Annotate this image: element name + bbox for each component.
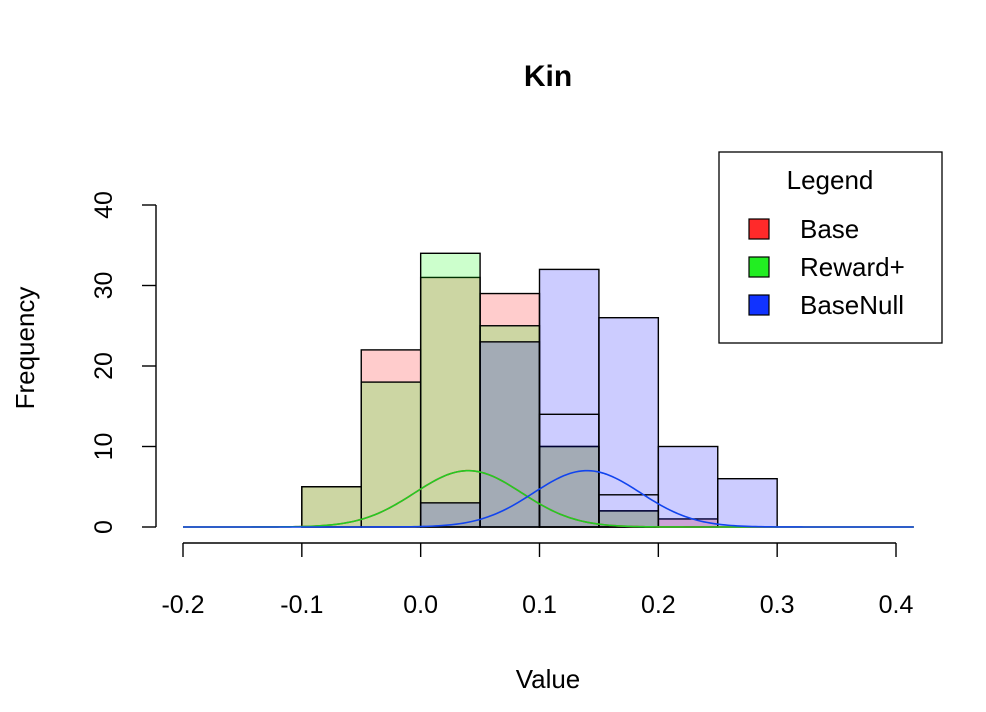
y-axis-label: Frequency bbox=[10, 287, 40, 410]
legend-label-basenull: BaseNull bbox=[800, 290, 904, 320]
y-tick-label: 10 bbox=[90, 433, 118, 461]
x-axis-label: Value bbox=[516, 664, 581, 694]
y-tick-label: 20 bbox=[90, 352, 118, 380]
plot-area bbox=[183, 252, 914, 528]
bar-reward-1 bbox=[360, 381, 422, 528]
bar-reward-2 bbox=[419, 252, 481, 528]
legend-title: Legend bbox=[787, 165, 874, 195]
curve-basenull bbox=[183, 469, 914, 528]
y-tick-label: 0 bbox=[90, 520, 118, 534]
legend-label-reward: Reward+ bbox=[800, 252, 905, 282]
legend: Legend Base Reward+ BaseNull bbox=[718, 151, 943, 344]
x-tick-label: -0.2 bbox=[161, 591, 204, 619]
legend-label-base: Base bbox=[800, 214, 859, 244]
bar-basenull-0 bbox=[419, 502, 481, 528]
x-tick-label: 0.2 bbox=[641, 591, 676, 619]
bar-base-3 bbox=[479, 292, 541, 528]
bar-basenull-2 bbox=[538, 268, 600, 528]
bar-base-2 bbox=[419, 276, 481, 528]
x-tick-label: -0.1 bbox=[280, 591, 323, 619]
x-tick-label: 0.3 bbox=[760, 591, 795, 619]
legend-swatch-basenull bbox=[748, 294, 770, 316]
bar-reward-3 bbox=[479, 325, 541, 528]
bar-base-1 bbox=[360, 349, 422, 528]
y-tick-label: 30 bbox=[90, 272, 118, 300]
bar-outline-0 bbox=[538, 413, 600, 528]
bar-basenull-5 bbox=[717, 478, 778, 528]
axes: -0.2 -0.1 0.0 0.1 0.2 0.3 0.4 0 10 20 30 40 bbox=[90, 191, 913, 619]
bar-basenull-4 bbox=[657, 445, 719, 528]
chart-title: Kin bbox=[524, 60, 572, 93]
x-tick-label: 0.0 bbox=[403, 591, 438, 619]
x-tick-label: 0.1 bbox=[522, 591, 557, 619]
bar-basenull-3 bbox=[598, 317, 660, 528]
y-tick-label: 40 bbox=[90, 191, 118, 219]
legend-swatch-reward bbox=[748, 256, 770, 278]
legend-swatch-base bbox=[748, 218, 770, 240]
x-tick-label: 0.4 bbox=[879, 591, 914, 619]
